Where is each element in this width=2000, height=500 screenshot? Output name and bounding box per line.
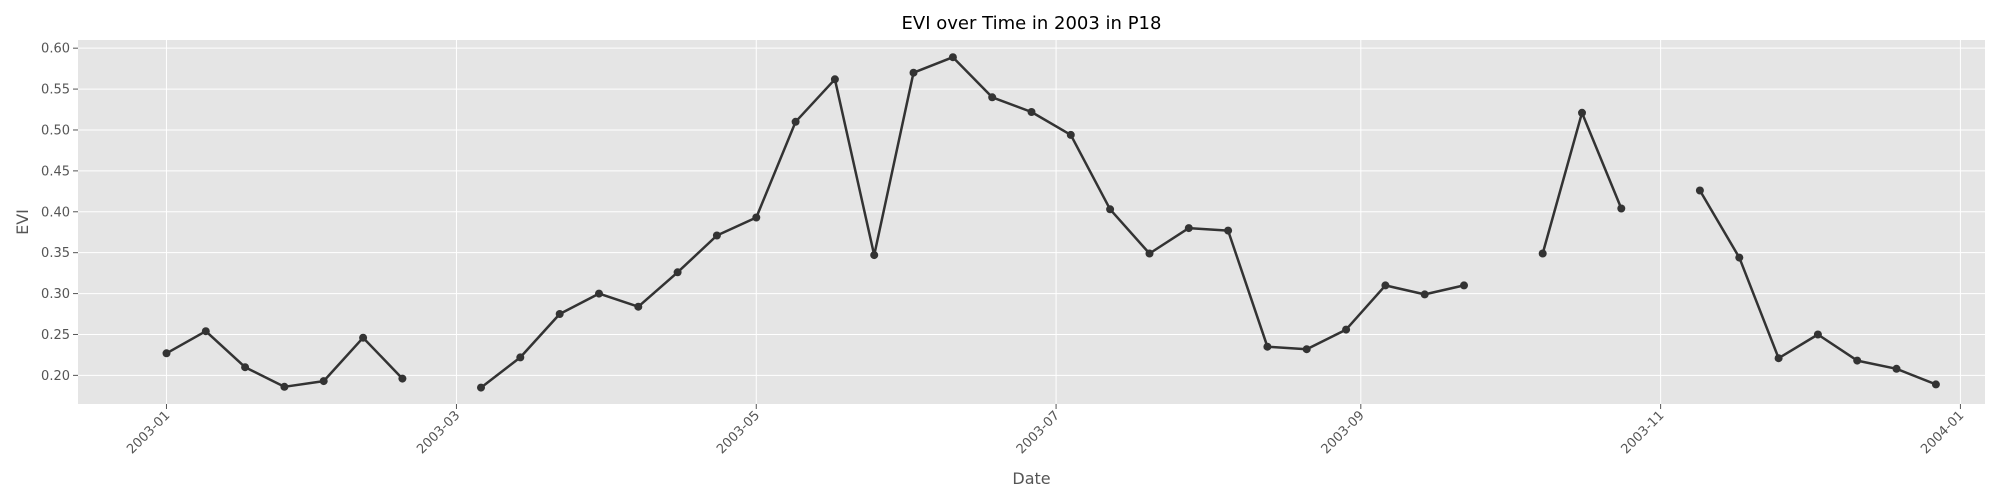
x-tick-label: 2003-01 [124, 408, 173, 457]
x-tick-label: 2003-11 [1618, 408, 1667, 457]
x-axis-ticks: 2003-01 2003-03 2003-05 2003-07 2003-09 2003-… [124, 404, 1967, 457]
data-point [201, 327, 210, 336]
data-point [1578, 108, 1586, 117]
series-line-segment [480, 55, 1465, 389]
data-point [516, 353, 525, 362]
data-point [870, 251, 879, 260]
data-point [1892, 364, 1901, 373]
data-point [359, 333, 368, 342]
y-tick-label: 0.20 [41, 369, 70, 384]
data-point [555, 310, 564, 318]
y-tick-label: 0.35 [41, 246, 70, 261]
data-point [1931, 380, 1940, 389]
data-point [988, 93, 997, 102]
x-axis-label: Date [1012, 469, 1050, 488]
data-point [791, 117, 800, 126]
y-tick-label: 0.25 [41, 328, 70, 343]
data-point [1224, 226, 1233, 235]
y-axis-label: EVI [13, 209, 32, 235]
y-axis-ticks: 0.20 0.25 0.30 0.35 0.40 0.45 0.50 0.55 0.60 [41, 42, 78, 384]
data-point [319, 377, 328, 386]
data-point [1460, 281, 1468, 290]
data-point [241, 363, 250, 372]
x-tick-label: 2003-03 [414, 408, 463, 457]
data-point [162, 349, 171, 358]
data-point [1735, 253, 1744, 262]
data-point [1106, 205, 1115, 214]
y-tick-label: 0.60 [41, 42, 70, 57]
data-point [1813, 330, 1822, 339]
data-point [1302, 345, 1311, 354]
grid-lines [78, 40, 1985, 404]
data-point [477, 383, 485, 392]
data-point [634, 302, 643, 311]
y-tick-label: 0.40 [41, 205, 70, 220]
data-point [1184, 224, 1193, 233]
data-point [752, 213, 761, 222]
data-point [398, 374, 407, 383]
data-point [1538, 249, 1547, 258]
data-point [1342, 325, 1351, 334]
data-point [1066, 130, 1075, 139]
data-point [830, 75, 839, 84]
data-point [948, 53, 957, 62]
data-point [1617, 204, 1626, 213]
data-point [673, 268, 682, 277]
series-layer [162, 53, 1940, 392]
data-point [595, 289, 603, 298]
data-point [1027, 108, 1036, 116]
y-tick-label: 0.30 [41, 287, 70, 302]
x-tick-label: 2003-05 [714, 408, 763, 457]
y-tick-label: 0.55 [41, 83, 70, 98]
data-point [1774, 354, 1783, 363]
data-point [1853, 356, 1862, 365]
x-tick-label: 2003-09 [1319, 408, 1368, 457]
plot-background [78, 40, 1985, 404]
data-point [909, 68, 918, 77]
data-point [712, 231, 721, 240]
x-tick-label: 2004-01 [1918, 408, 1967, 457]
chart-title: EVI over Time in 2003 in P18 [902, 13, 1162, 34]
data-point [1695, 186, 1704, 195]
y-tick-label: 0.50 [41, 123, 70, 138]
x-tick-label: 2003-07 [1014, 408, 1063, 457]
data-point [1420, 290, 1429, 299]
y-tick-label: 0.45 [41, 164, 70, 179]
data-point [1263, 342, 1272, 351]
data-point [1381, 281, 1390, 290]
data-point [1145, 249, 1154, 258]
data-point [280, 382, 289, 391]
